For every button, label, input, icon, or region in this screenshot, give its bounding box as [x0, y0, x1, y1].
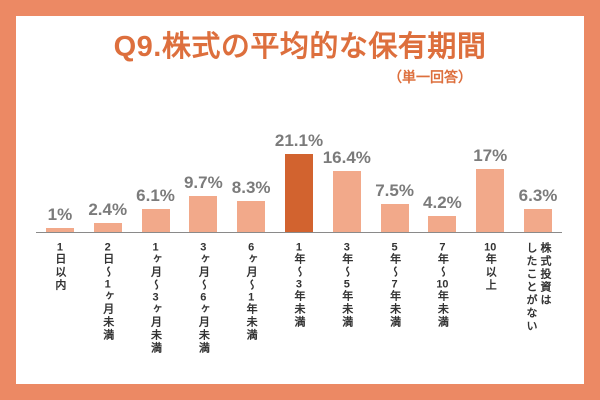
bar — [45, 228, 74, 232]
bar-value-label: 4.2% — [423, 193, 462, 213]
chart-subtitle: （単一回答） — [388, 68, 472, 85]
bar — [237, 201, 266, 232]
bar-value-label: 7.5% — [375, 181, 414, 201]
category-label: 10年以上 — [484, 242, 497, 292]
bar-column: 4.2% — [419, 193, 467, 232]
bar — [380, 204, 409, 232]
bar-value-label: 17% — [473, 146, 508, 166]
bar — [476, 169, 505, 232]
bar-column: 16.4% — [323, 148, 371, 232]
bar-value-label: 9.7% — [183, 173, 223, 193]
category-label: 6ヶ月～1年未満 — [245, 242, 258, 342]
category-label: 3ヶ月～6ヶ月未満 — [197, 242, 210, 355]
bar-value-label: 16.4% — [322, 148, 371, 168]
bar-column: 7.5% — [371, 181, 419, 232]
chart-title: Q9.株式の平均的な保有期間 — [113, 31, 487, 63]
bar — [332, 171, 361, 232]
bar-value-label: 8.3% — [231, 178, 271, 198]
category-label: 1ヶ月～3ヶ月未満 — [149, 242, 162, 355]
category-label: 1日以内 — [53, 242, 66, 292]
category-label: 5年～7年未満 — [388, 242, 401, 329]
bar — [189, 196, 218, 232]
bar-value-label: 21.1% — [274, 130, 324, 150]
bar-highlighted — [284, 153, 313, 232]
bar-chart: 1% 2.4% 6.1% 9.7% 8.3% 21.1% 16.4% 7.5% — [36, 78, 562, 233]
bar — [524, 208, 553, 232]
bar-column: 8.3% — [227, 178, 275, 232]
bar-column: 2.4% — [84, 200, 132, 232]
bar-value-label: 6.3% — [518, 185, 558, 205]
category-label: 2日～1ヶ月未満 — [101, 242, 114, 342]
bar-value-label: 2.4% — [88, 200, 128, 220]
bar-column: 1% — [36, 205, 84, 232]
bar-column: 9.7% — [179, 173, 227, 232]
category-axis: 1日以内 2日～1ヶ月未満 1ヶ月～3ヶ月未満 3ヶ月～6ヶ月未満 6ヶ月～1年… — [36, 242, 562, 355]
bar — [141, 209, 170, 232]
category-label: 7年～10年未満 — [436, 242, 449, 329]
bar — [93, 223, 122, 232]
bar-column: 6.3% — [514, 186, 562, 232]
bar-value-label: 1% — [47, 205, 73, 225]
category-label: 1年～3年未満 — [292, 242, 305, 329]
bar-column: 6.1% — [132, 186, 180, 232]
bar-column: 17% — [466, 146, 514, 232]
chart-canvas: Q9.株式の平均的な保有期間 （単一回答） 1% 2.4% 6.1% 9.7% … — [16, 16, 584, 384]
bar-column: 21.1% — [275, 131, 323, 232]
bar-value-label: 6.1% — [136, 186, 175, 206]
category-label: 株式投資は したことがない — [525, 242, 552, 333]
category-label: 3年～5年未満 — [340, 242, 353, 329]
bar — [428, 216, 457, 232]
